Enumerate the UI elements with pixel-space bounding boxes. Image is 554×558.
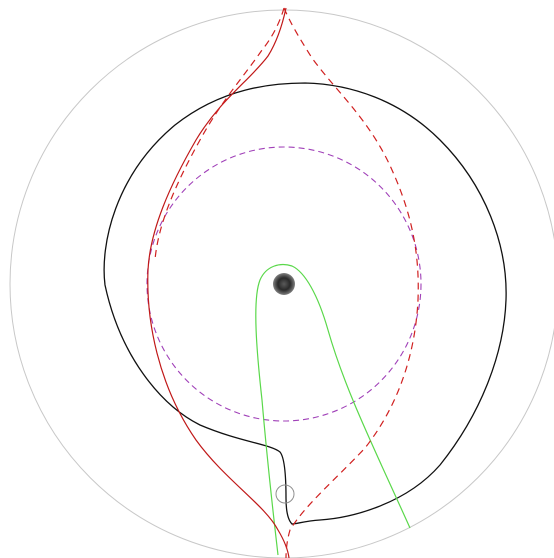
- black-trajectory-curve: [104, 83, 506, 524]
- green-trajectory-curve: [256, 265, 410, 555]
- central-mass-point: [273, 273, 295, 295]
- small-marker-circle: [276, 485, 294, 503]
- red-solid-trajectory-curve: [148, 8, 289, 558]
